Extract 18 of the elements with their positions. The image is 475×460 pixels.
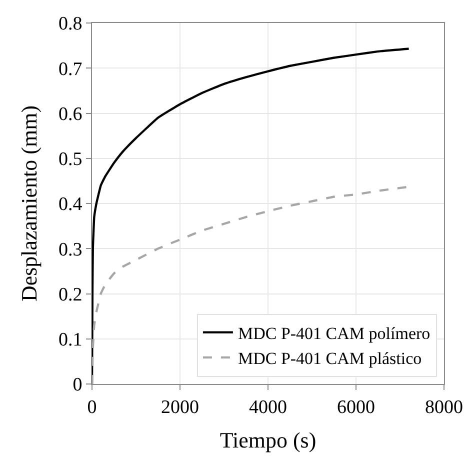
x-tick-label: 2000 (161, 396, 199, 418)
y-tick-label: 0.4 (58, 194, 83, 216)
y-tick-label: 0.1 (58, 330, 82, 351)
x-tick-label: 6000 (337, 396, 375, 418)
y-tick-label: 0.8 (58, 14, 82, 35)
x-tick-label: 4000 (249, 396, 287, 418)
y-tick-label: 0.6 (58, 104, 82, 125)
y-tick-label: 0.3 (58, 239, 82, 260)
y-tick-label: 0.2 (58, 284, 82, 306)
legend-label: MDC P-401 CAM polímero (238, 324, 430, 343)
x-axis-title: Tiempo (s) (220, 428, 316, 453)
x-tick-label: 8000 (425, 396, 463, 418)
y-tick-label: 0.7 (58, 58, 82, 80)
y-axis-title: Desplazamiento (mm) (16, 105, 42, 302)
legend-label: MDC P-401 CAM plástico (238, 349, 422, 368)
y-tick-label: 0.5 (58, 149, 82, 170)
y-tick-label: 0 (72, 374, 82, 396)
x-tick-label: 0 (87, 396, 97, 418)
